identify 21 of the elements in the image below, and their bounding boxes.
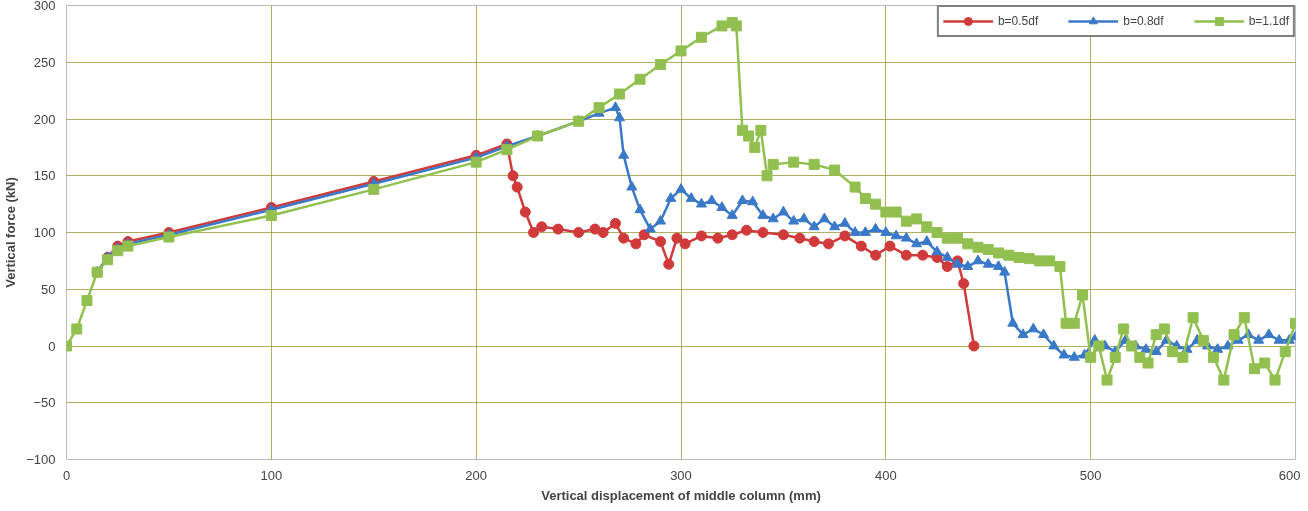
x-tick-label: 200 bbox=[465, 467, 488, 483]
x-tick-label: 100 bbox=[260, 467, 283, 483]
x-tick-label: 500 bbox=[1079, 467, 1102, 483]
x-tick-label: 400 bbox=[874, 467, 897, 483]
x-axis-title: Vertical displacement of middle column (mm) bbox=[541, 487, 821, 503]
y-tick-label: 150 bbox=[33, 168, 56, 184]
y-axis-title: Vertical force (kN) bbox=[3, 177, 19, 288]
legend-label: b=0.5df bbox=[997, 14, 1039, 28]
y-tick-label: 0 bbox=[48, 338, 56, 354]
y-tick-label: 100 bbox=[33, 225, 56, 240]
legend-label: b=0.8df bbox=[1123, 14, 1164, 28]
x-tick-label: 600 bbox=[1278, 467, 1301, 483]
x-tick-label: 0 bbox=[62, 467, 71, 483]
y-tick-label: 200 bbox=[33, 111, 56, 127]
y-tick-label: 300 bbox=[33, 0, 56, 13]
x-tick-label: 300 bbox=[670, 467, 692, 483]
y-tick-label: −100 bbox=[26, 452, 56, 467]
y-tick-label: 250 bbox=[33, 54, 56, 70]
legend-label: b=1.1df bbox=[1248, 14, 1289, 28]
y-tick-label: −50 bbox=[33, 395, 56, 411]
y-tick-label: 50 bbox=[41, 281, 56, 297]
